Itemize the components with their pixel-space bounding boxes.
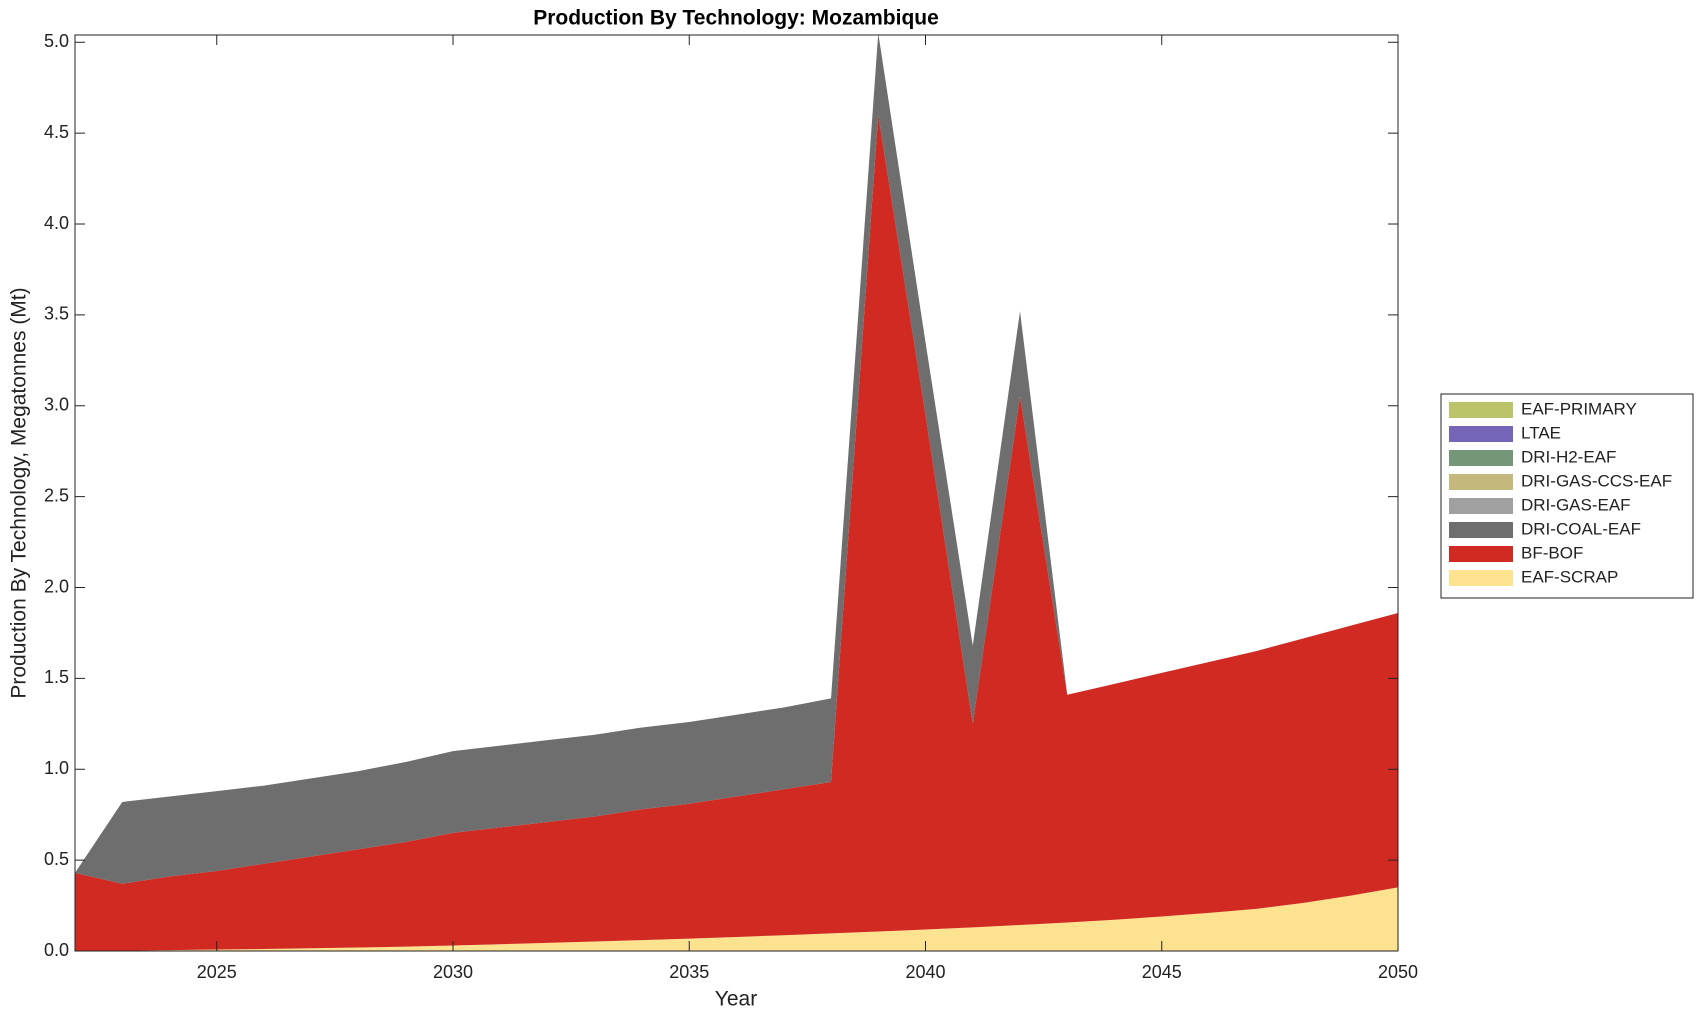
legend-swatch xyxy=(1449,426,1513,442)
legend-label: DRI-GAS-EAF xyxy=(1521,495,1631,514)
legend-label: DRI-H2-EAF xyxy=(1521,447,1616,466)
y-tick-label: 1.5 xyxy=(44,667,69,687)
x-tick-label: 2050 xyxy=(1378,962,1418,982)
area xyxy=(75,33,1398,884)
y-tick-label: 2.0 xyxy=(44,576,69,596)
y-tick-label: 4.5 xyxy=(44,122,69,142)
y-tick-label: 2.5 xyxy=(44,485,69,505)
legend-swatch xyxy=(1449,450,1513,466)
y-tick-label: 3.0 xyxy=(44,395,69,415)
x-tick-label: 2025 xyxy=(197,962,237,982)
y-tick-label: 0.0 xyxy=(44,940,69,960)
legend-swatch xyxy=(1449,402,1513,418)
y-tick-label: 5.0 xyxy=(44,31,69,51)
legend-label: DRI-GAS-CCS-EAF xyxy=(1521,471,1672,490)
x-tick-label: 2045 xyxy=(1142,962,1182,982)
x-tick-label: 2040 xyxy=(905,962,945,982)
y-tick-label: 3.5 xyxy=(44,304,69,324)
area xyxy=(75,114,1398,951)
legend-swatch xyxy=(1449,498,1513,514)
x-tick-label: 2035 xyxy=(669,962,709,982)
legend-label: LTAE xyxy=(1521,423,1561,442)
legend-label: BF-BOF xyxy=(1521,543,1583,562)
legend-swatch xyxy=(1449,474,1513,490)
legend-label: EAF-SCRAP xyxy=(1521,567,1618,586)
legend-swatch xyxy=(1449,570,1513,586)
legend-label: EAF-PRIMARY xyxy=(1521,399,1637,418)
legend-label: DRI-COAL-EAF xyxy=(1521,519,1641,538)
x-axis-label: Year xyxy=(715,988,757,1011)
area xyxy=(75,887,1398,951)
y-tick-label: 0.5 xyxy=(44,849,69,869)
y-tick-label: 1.0 xyxy=(44,758,69,778)
y-tick-label: 4.0 xyxy=(44,213,69,233)
chart-title: Production By Technology: Mozambique xyxy=(533,7,939,30)
plot-frame xyxy=(74,34,1399,952)
x-tick-label: 2030 xyxy=(433,962,473,982)
legend-swatch xyxy=(1449,546,1513,562)
legend-swatch xyxy=(1449,522,1513,538)
y-axis-label: Production By Technology, Megatonnes (Mt… xyxy=(8,287,31,698)
